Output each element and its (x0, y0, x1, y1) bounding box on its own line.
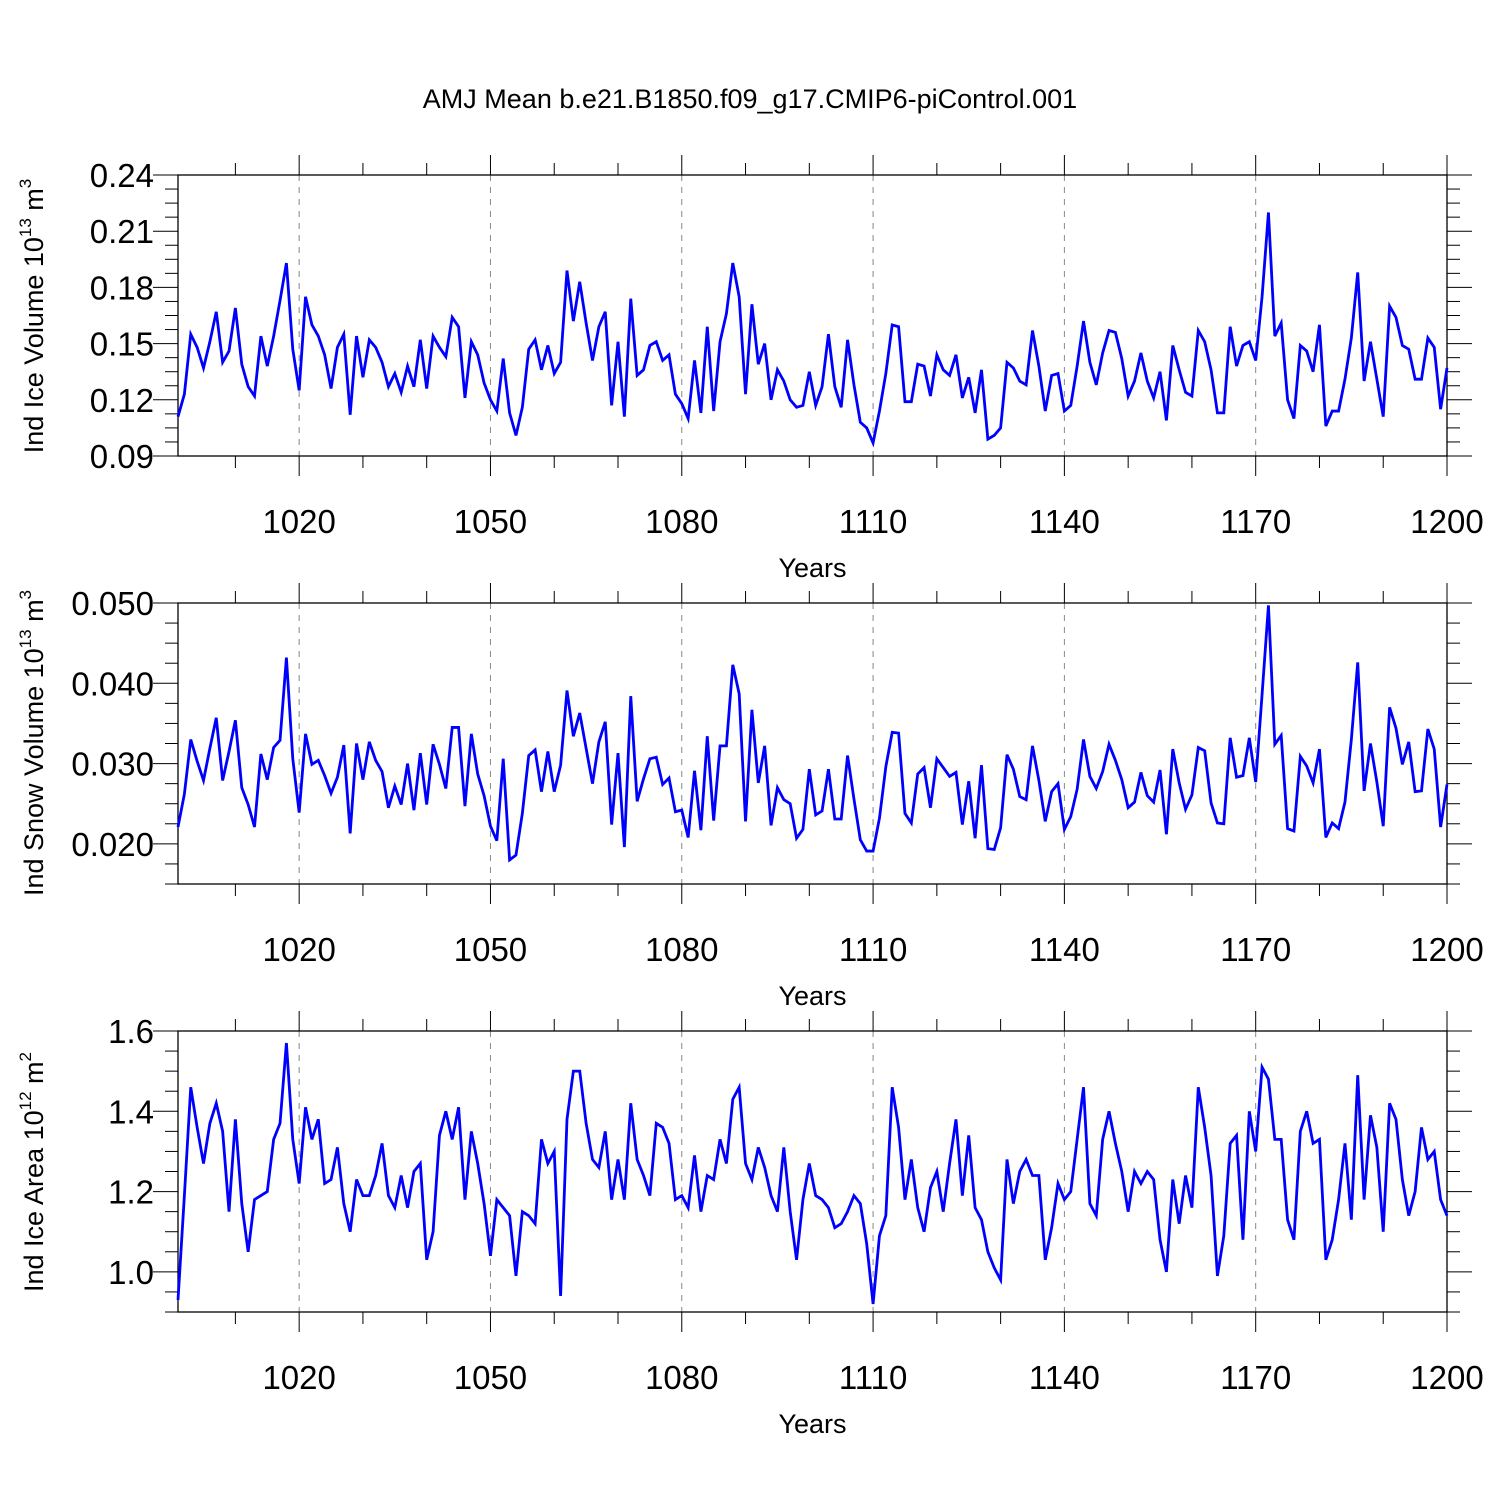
y-tick-label: 0.020 (71, 826, 154, 863)
y-axis-title: Ind Snow Volume 1013 m3 (16, 590, 49, 896)
x-tick-label: 1050 (454, 503, 527, 540)
y-tick-label: 0.18 (90, 269, 154, 306)
plot-frame (177, 1030, 1448, 1313)
x-axis-title: Years (778, 1409, 846, 1439)
x-axis-title: Years (778, 553, 846, 583)
y-tick-label: 0.030 (71, 746, 154, 783)
x-tick-label: 1050 (454, 1359, 527, 1396)
x-axis-title: Years (778, 981, 846, 1011)
series-line (176, 605, 1449, 863)
chart-panel-1: 0.09 0.12 0.15 0.18 0.21 0.24 1020 1050 1080 1110… (16, 155, 1484, 583)
chart-panel-3: 1.0 1.2 1.4 1.6 1020 1050 1080 1110 1140 1170 1200… (16, 1011, 1484, 1439)
y-tick-label: 1.0 (108, 1254, 154, 1291)
y-tick-label: 1.4 (108, 1093, 154, 1130)
y-tick-label: 0.040 (71, 665, 154, 702)
x-tick-label: 1200 (1410, 503, 1483, 540)
y-tick-label: 0.21 (90, 213, 154, 250)
x-tick-label: 1110 (839, 503, 908, 540)
figure-title: AMJ Mean b.e21.B1850.f09_g17.CMIP6-piCon… (422, 84, 1078, 114)
x-tick-label: 1170 (1220, 931, 1291, 968)
y-tick-label: 0.12 (90, 382, 154, 419)
x-tick-label: 1050 (454, 931, 527, 968)
y-tick-label: 0.050 (71, 585, 154, 622)
x-tick-label: 1140 (1029, 1359, 1100, 1396)
x-tick-label: 1170 (1220, 1359, 1291, 1396)
x-tick-label: 1170 (1220, 503, 1291, 540)
x-tick-label: 1080 (645, 1359, 718, 1396)
plot-frame (177, 174, 1448, 457)
x-tick-label: 1200 (1410, 1359, 1483, 1396)
x-tick-label: 1020 (262, 503, 335, 540)
x-tick-label: 1140 (1029, 503, 1100, 540)
y-tick-label: 1.2 (108, 1174, 154, 1211)
x-tick-label: 1020 (262, 1359, 335, 1396)
y-tick-label: 0.15 (90, 326, 154, 363)
x-tick-label: 1080 (645, 931, 718, 968)
x-tick-label: 1080 (645, 503, 718, 540)
series-line (176, 212, 1449, 448)
y-tick-label: 1.6 (108, 1013, 154, 1050)
y-tick-label: 0.24 (90, 157, 154, 194)
x-tick-label: 1020 (262, 931, 335, 968)
y-tick-label: 0.09 (90, 438, 154, 475)
x-tick-label: 1110 (839, 931, 908, 968)
series-line (176, 1042, 1449, 1305)
chart-panel-2: 0.020 0.030 0.040 0.050 1020 1050 1080 1110 1140… (16, 583, 1484, 1011)
x-tick-label: 1140 (1029, 931, 1100, 968)
x-tick-label: 1200 (1410, 931, 1483, 968)
x-tick-label: 1110 (839, 1359, 908, 1396)
y-axis-title: Ind Ice Area 1012 m2 (16, 1052, 49, 1292)
y-axis-title: Ind Ice Volume 1013 m3 (16, 179, 49, 454)
